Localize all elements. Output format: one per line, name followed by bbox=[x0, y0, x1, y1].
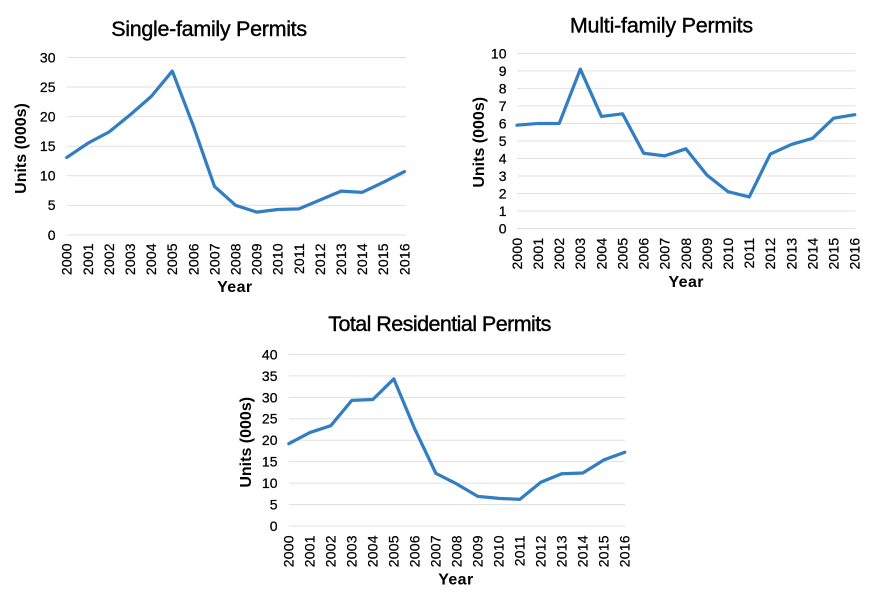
svg-text:2014: 2014 bbox=[575, 535, 591, 567]
svg-text:2000: 2000 bbox=[281, 535, 297, 567]
svg-text:2015: 2015 bbox=[596, 535, 612, 567]
svg-text:2007: 2007 bbox=[206, 243, 222, 275]
svg-text:2003: 2003 bbox=[122, 243, 138, 275]
svg-text:2002: 2002 bbox=[101, 243, 117, 275]
svg-text:2008: 2008 bbox=[678, 238, 694, 270]
svg-text:Year: Year bbox=[217, 279, 252, 296]
svg-text:25: 25 bbox=[262, 411, 278, 427]
svg-text:Multi-family Permits: Multi-family Permits bbox=[570, 13, 753, 37]
svg-text:2003: 2003 bbox=[572, 238, 588, 270]
svg-text:2008: 2008 bbox=[228, 243, 244, 275]
svg-text:4: 4 bbox=[499, 150, 507, 166]
svg-text:6: 6 bbox=[499, 115, 507, 131]
svg-text:2004: 2004 bbox=[143, 243, 159, 275]
svg-text:30: 30 bbox=[262, 389, 278, 405]
svg-text:3: 3 bbox=[499, 168, 507, 184]
svg-text:2004: 2004 bbox=[365, 535, 381, 567]
svg-text:Units (000s): Units (000s) bbox=[238, 397, 255, 488]
svg-text:2010: 2010 bbox=[491, 535, 507, 567]
svg-text:2005: 2005 bbox=[614, 238, 630, 270]
svg-text:2012: 2012 bbox=[312, 243, 328, 275]
svg-text:2013: 2013 bbox=[333, 243, 349, 275]
svg-text:2014: 2014 bbox=[354, 243, 370, 275]
svg-text:0: 0 bbox=[499, 220, 507, 236]
svg-text:2003: 2003 bbox=[344, 535, 360, 567]
svg-text:2002: 2002 bbox=[323, 535, 339, 567]
svg-text:2015: 2015 bbox=[826, 238, 842, 270]
svg-text:2001: 2001 bbox=[80, 243, 96, 275]
svg-text:Year: Year bbox=[668, 274, 703, 291]
svg-text:2005: 2005 bbox=[164, 243, 180, 275]
svg-text:2006: 2006 bbox=[407, 535, 423, 567]
svg-text:2013: 2013 bbox=[554, 535, 570, 567]
svg-text:2013: 2013 bbox=[783, 238, 799, 270]
svg-text:5: 5 bbox=[48, 197, 56, 213]
svg-text:2014: 2014 bbox=[804, 238, 820, 270]
svg-text:2011: 2011 bbox=[741, 238, 757, 269]
svg-text:35: 35 bbox=[262, 368, 278, 384]
svg-text:2000: 2000 bbox=[59, 243, 75, 275]
svg-text:2012: 2012 bbox=[533, 535, 549, 567]
svg-text:2006: 2006 bbox=[636, 238, 652, 270]
svg-text:30: 30 bbox=[40, 49, 56, 65]
svg-text:2011: 2011 bbox=[512, 535, 528, 566]
svg-text:5: 5 bbox=[499, 133, 507, 149]
svg-text:2016: 2016 bbox=[617, 535, 633, 567]
svg-text:10: 10 bbox=[262, 475, 278, 491]
svg-text:20: 20 bbox=[262, 432, 278, 448]
svg-text:2008: 2008 bbox=[449, 535, 465, 567]
svg-text:7: 7 bbox=[499, 98, 507, 114]
svg-text:2005: 2005 bbox=[386, 535, 402, 567]
svg-text:2011: 2011 bbox=[291, 243, 307, 274]
svg-text:2002: 2002 bbox=[551, 238, 567, 270]
svg-text:2000: 2000 bbox=[509, 238, 525, 270]
svg-text:5: 5 bbox=[270, 496, 278, 512]
svg-text:Units (000s): Units (000s) bbox=[13, 103, 30, 194]
svg-text:10: 10 bbox=[491, 45, 507, 61]
svg-text:2010: 2010 bbox=[720, 238, 736, 270]
svg-text:2007: 2007 bbox=[657, 238, 673, 270]
svg-text:2015: 2015 bbox=[375, 243, 391, 275]
svg-text:2006: 2006 bbox=[185, 243, 201, 275]
svg-text:15: 15 bbox=[40, 138, 56, 154]
svg-text:2009: 2009 bbox=[249, 243, 265, 275]
svg-text:10: 10 bbox=[40, 168, 56, 184]
svg-text:2: 2 bbox=[499, 185, 507, 201]
svg-text:2012: 2012 bbox=[762, 238, 778, 270]
svg-text:2001: 2001 bbox=[530, 238, 546, 270]
svg-text:2009: 2009 bbox=[699, 238, 715, 270]
svg-text:Single-family Permits: Single-family Permits bbox=[111, 17, 307, 41]
svg-text:2009: 2009 bbox=[470, 535, 486, 567]
svg-text:25: 25 bbox=[40, 79, 56, 95]
svg-text:2016: 2016 bbox=[847, 238, 863, 270]
svg-text:2016: 2016 bbox=[396, 243, 412, 275]
svg-text:Total Residential Permits: Total Residential Permits bbox=[328, 312, 551, 336]
svg-text:20: 20 bbox=[40, 109, 56, 125]
svg-text:9: 9 bbox=[499, 63, 507, 79]
svg-text:40: 40 bbox=[262, 346, 278, 362]
svg-text:Units (000s): Units (000s) bbox=[471, 97, 488, 188]
svg-text:1: 1 bbox=[499, 203, 507, 219]
svg-text:0: 0 bbox=[48, 227, 56, 243]
svg-text:0: 0 bbox=[270, 518, 278, 534]
svg-text:Year: Year bbox=[438, 571, 473, 588]
svg-text:8: 8 bbox=[499, 80, 507, 96]
svg-text:2004: 2004 bbox=[593, 238, 609, 270]
svg-text:2001: 2001 bbox=[302, 535, 318, 567]
svg-text:2010: 2010 bbox=[270, 243, 286, 275]
svg-text:15: 15 bbox=[262, 454, 278, 470]
svg-text:2007: 2007 bbox=[428, 535, 444, 567]
